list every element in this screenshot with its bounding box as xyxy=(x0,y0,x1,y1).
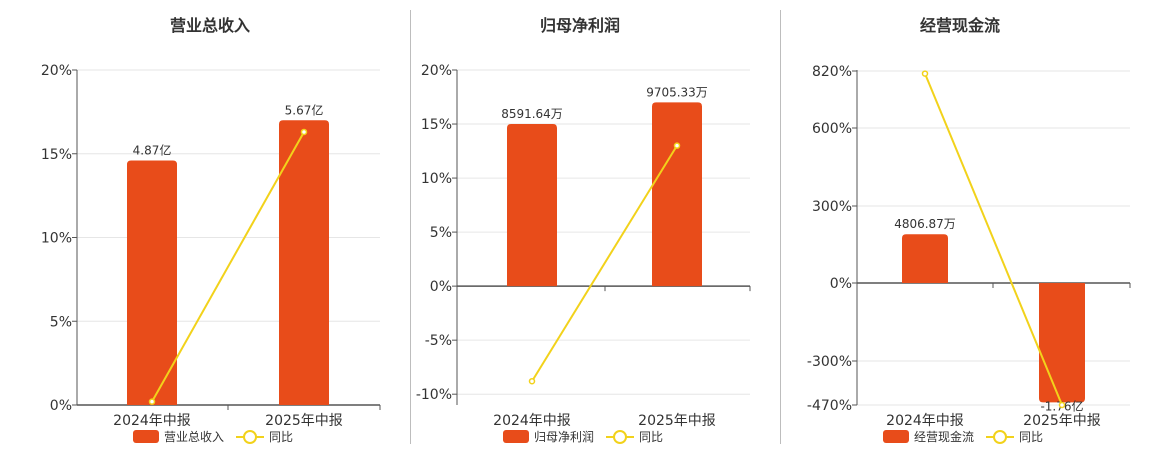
y-tick-label: -470% xyxy=(807,398,852,414)
yoy-point xyxy=(528,377,536,385)
chart-title-net-profit: 归母净利润 xyxy=(539,16,620,35)
y-tick-label: 10% xyxy=(41,231,72,247)
legend-line-label: 同比 xyxy=(1019,429,1044,444)
bar-data-label: 5.67亿 xyxy=(285,102,324,117)
legend-revenue[interactable]: 营业总收入 同比 xyxy=(133,427,293,445)
x-tick-label: 2024年中报 xyxy=(113,413,191,429)
legend-line-label: 同比 xyxy=(639,429,664,444)
y-tick-label: -300% xyxy=(807,354,852,370)
y-tick-label: 0% xyxy=(430,279,452,295)
x-tick-label: 2025年中报 xyxy=(638,413,716,429)
panel-divider-2 xyxy=(780,10,781,444)
x-tick-label: 2025年中报 xyxy=(265,413,343,429)
yoy-point xyxy=(1058,401,1066,409)
y-tick-label: 10% xyxy=(421,171,452,187)
x-tick-label: 2024年中报 xyxy=(886,413,964,429)
bar-data-label: 4806.87万 xyxy=(894,217,956,231)
legend-net-profit[interactable]: 归母净利润 同比 xyxy=(503,427,663,445)
y-tick-label: 15% xyxy=(41,147,72,163)
bar xyxy=(902,234,948,283)
y-tick-label: -10% xyxy=(416,387,452,403)
yoy-point xyxy=(300,128,308,136)
legend-bar-swatch xyxy=(503,429,529,443)
bar xyxy=(279,120,329,405)
y-tick-label: 20% xyxy=(421,63,452,79)
chart-title-revenue: 营业总收入 xyxy=(169,16,250,35)
bar-data-label: 8591.64万 xyxy=(501,107,563,121)
yoy-line xyxy=(151,131,305,403)
legend-line-label: 同比 xyxy=(269,429,294,444)
bar xyxy=(652,102,702,287)
legend-line-swatch xyxy=(236,429,265,444)
legend-bar-label: 经营现金流 xyxy=(914,429,975,444)
legend-bar-label: 营业总收入 xyxy=(164,429,225,444)
x-tick-label: 2025年中报 xyxy=(1023,413,1101,429)
legend-cash-flow[interactable]: 经营现金流 同比 xyxy=(883,427,1043,445)
bar xyxy=(507,124,557,287)
legend-bar-swatch xyxy=(883,429,909,443)
yoy-line xyxy=(924,73,1063,406)
bar-data-label: 4.87亿 xyxy=(133,142,172,157)
legend-line-swatch xyxy=(606,429,635,444)
y-tick-label: 5% xyxy=(50,314,72,330)
y-tick-label: 15% xyxy=(421,117,452,133)
legend-bar-swatch xyxy=(133,429,159,443)
y-tick-label: 600% xyxy=(812,121,852,137)
legend-bar-label: 归母净利润 xyxy=(534,429,595,444)
y-tick-label: -5% xyxy=(425,333,452,349)
bar-data-label: 9705.33万 xyxy=(646,85,708,99)
legend-line-swatch xyxy=(986,429,1015,444)
y-tick-label: 0% xyxy=(50,398,72,414)
panel-divider-1 xyxy=(410,10,411,444)
yoy-point xyxy=(148,398,156,405)
y-tick-label: 820% xyxy=(812,64,852,80)
chart-title-cash-flow: 经营现金流 xyxy=(919,16,1000,35)
y-tick-label: 0% xyxy=(830,276,852,292)
y-tick-label: 300% xyxy=(812,199,852,215)
bar xyxy=(1039,283,1085,403)
y-tick-label: 20% xyxy=(41,63,72,79)
x-tick-label: 2024年中报 xyxy=(493,413,571,429)
y-tick-label: 5% xyxy=(430,225,452,241)
yoy-line xyxy=(531,145,678,382)
yoy-point xyxy=(921,70,929,77)
bar xyxy=(127,160,177,405)
yoy-point xyxy=(673,142,681,149)
